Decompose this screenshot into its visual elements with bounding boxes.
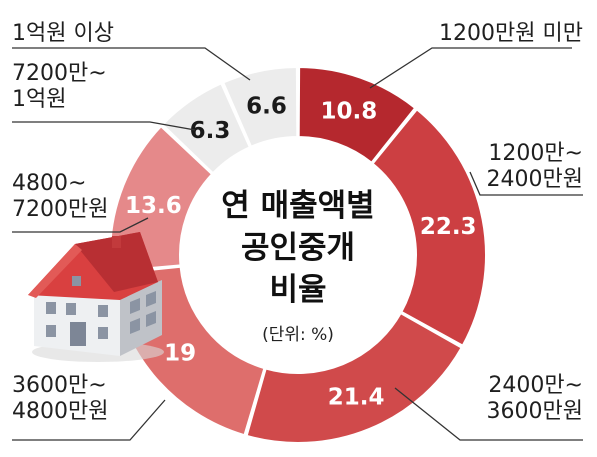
chart-title-line-2: 공인중개 bbox=[241, 230, 355, 266]
donut-slice bbox=[297, 65, 417, 165]
slice-value-label: 22.3 bbox=[420, 214, 477, 240]
category-label: 4800~ bbox=[12, 171, 86, 196]
category-label: 2400만~ bbox=[488, 373, 583, 398]
donut-slice bbox=[245, 311, 463, 444]
category-label: 7200만원 bbox=[12, 197, 108, 222]
leader-line bbox=[12, 399, 166, 441]
donut-slice bbox=[161, 82, 252, 175]
leader-line bbox=[469, 171, 583, 196]
leader-line bbox=[369, 47, 572, 89]
category-label: 1억원 bbox=[12, 87, 66, 112]
house-icon bbox=[28, 232, 164, 362]
slice-value-label: 13.6 bbox=[125, 193, 182, 219]
category-label: 3600만원 bbox=[487, 399, 583, 424]
donut-slice bbox=[371, 107, 487, 347]
leader-line bbox=[12, 217, 149, 233]
category-label: 2400만원 bbox=[487, 167, 583, 192]
slice-value-label: 6.3 bbox=[190, 118, 231, 144]
leader-line bbox=[12, 121, 196, 131]
leader-line bbox=[12, 47, 251, 81]
chart-title-line-3: 비율 bbox=[269, 272, 326, 308]
unit-label: (단위: %) bbox=[262, 325, 334, 345]
category-label: 7200만~ bbox=[12, 61, 107, 86]
category-label: 1억원 이상 bbox=[12, 21, 114, 46]
leader-line bbox=[394, 387, 583, 441]
slice-value-labels: 10.8 22.3 21.4 19 13.6 6.3 6.6 bbox=[125, 93, 477, 410]
category-labels: 1200만원 미만1200만~2400만원2400만~3600만원3600만~4… bbox=[12, 21, 583, 424]
category-label: 1200만~ bbox=[488, 141, 583, 166]
center-title: 연 매출액별 공인중개 비율 (단위: %) bbox=[221, 188, 374, 345]
category-label: 4800만원 bbox=[12, 399, 108, 424]
slice-value-label: 19 bbox=[164, 341, 196, 367]
slice-value-label: 6.6 bbox=[246, 93, 287, 119]
slice-value-label: 10.8 bbox=[321, 99, 378, 125]
category-label: 1200만원 미만 bbox=[439, 21, 583, 46]
leader-lines bbox=[12, 47, 583, 441]
slice-value-label: 21.4 bbox=[328, 385, 385, 411]
chart-title-line-1: 연 매출액별 bbox=[221, 188, 374, 224]
category-label: 3600만~ bbox=[12, 373, 107, 398]
donut-slice bbox=[221, 65, 299, 149]
